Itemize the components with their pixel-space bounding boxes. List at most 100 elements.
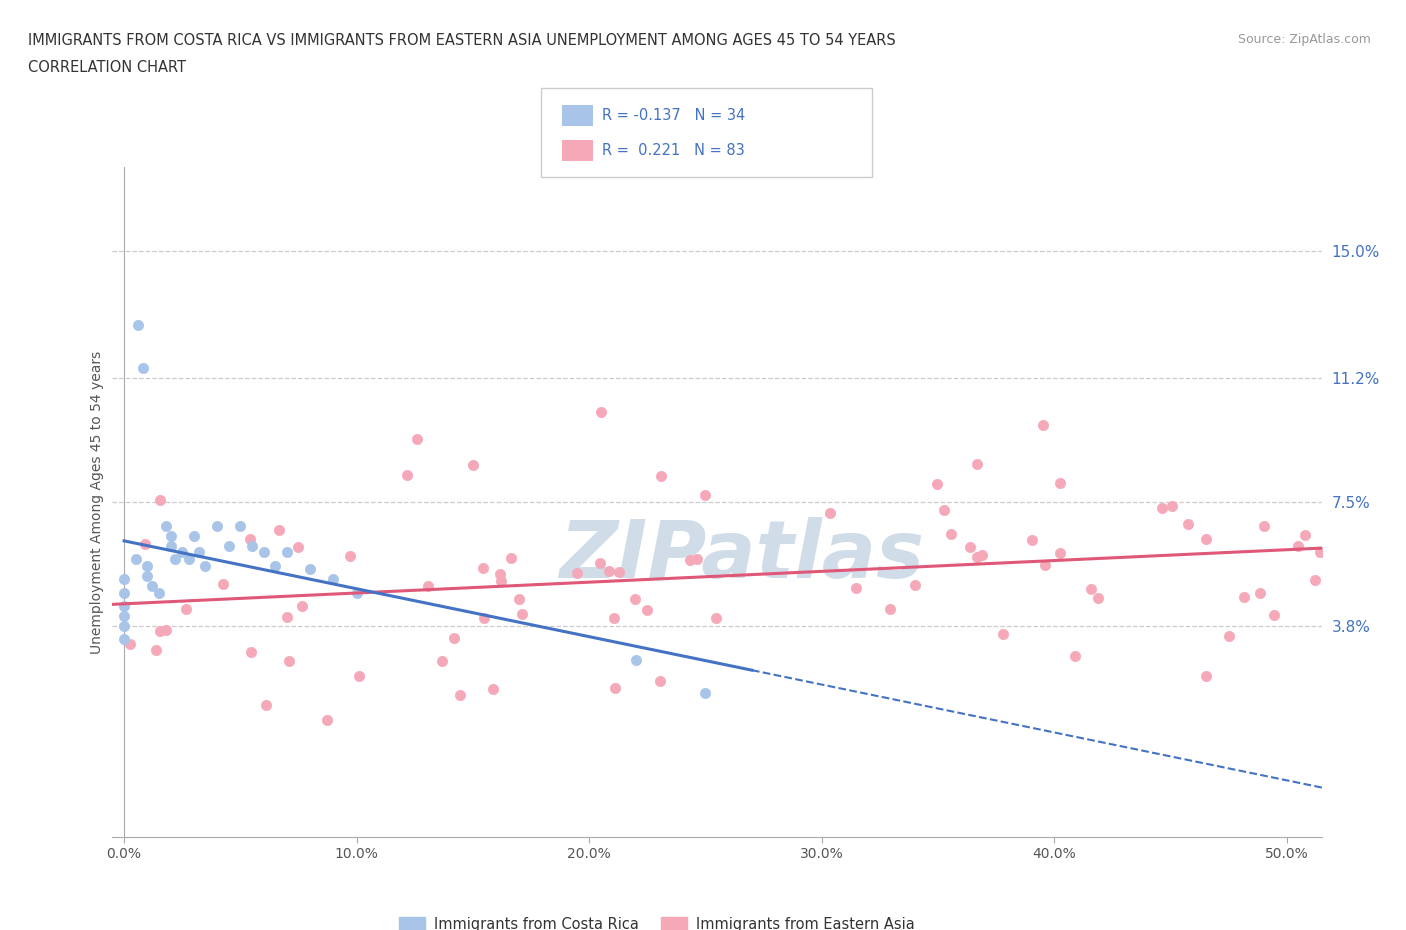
- Point: [136, 568, 159, 583]
- Point: [1294, 527, 1316, 542]
- Point: [291, 599, 314, 614]
- Point: [112, 632, 135, 647]
- Point: [112, 608, 135, 623]
- Point: [650, 469, 672, 484]
- Point: [205, 518, 228, 533]
- Point: [134, 537, 156, 551]
- Point: [339, 548, 361, 563]
- Point: [218, 538, 240, 553]
- Point: [269, 523, 291, 538]
- Point: [598, 564, 620, 578]
- Legend: Immigrants from Costa Rica, Immigrants from Eastern Asia: Immigrants from Costa Rica, Immigrants f…: [394, 911, 920, 930]
- Point: [879, 601, 901, 616]
- Point: [636, 603, 658, 618]
- Point: [567, 565, 589, 580]
- Point: [253, 545, 276, 560]
- Point: [472, 611, 495, 626]
- Point: [1032, 418, 1054, 432]
- Point: [1195, 531, 1218, 546]
- Point: [589, 405, 612, 419]
- Point: [396, 468, 419, 483]
- Point: [172, 545, 194, 560]
- Point: [416, 578, 439, 593]
- Point: [264, 558, 287, 573]
- Point: [276, 545, 298, 560]
- Text: ZIPatlas: ZIPatlas: [558, 517, 924, 595]
- Point: [174, 602, 197, 617]
- Point: [624, 652, 647, 667]
- Point: [508, 591, 530, 606]
- Point: [1249, 585, 1271, 600]
- Point: [1049, 475, 1071, 490]
- Point: [127, 317, 149, 332]
- Point: [818, 506, 841, 521]
- Point: [686, 552, 709, 567]
- Point: [959, 539, 981, 554]
- Point: [159, 528, 181, 543]
- Point: [240, 538, 263, 553]
- Point: [602, 610, 624, 625]
- Point: [481, 681, 503, 696]
- Point: [461, 458, 484, 472]
- Point: [141, 578, 163, 593]
- Point: [489, 567, 512, 582]
- Text: Source: ZipAtlas.com: Source: ZipAtlas.com: [1237, 33, 1371, 46]
- Point: [159, 538, 181, 553]
- Point: [693, 487, 716, 502]
- Point: [211, 577, 233, 591]
- Point: [650, 673, 672, 688]
- Point: [704, 611, 727, 626]
- Point: [1177, 517, 1199, 532]
- Point: [925, 477, 948, 492]
- Point: [679, 552, 702, 567]
- Point: [240, 644, 263, 659]
- Point: [449, 687, 471, 702]
- Point: [276, 609, 298, 624]
- Point: [155, 518, 177, 533]
- Point: [489, 574, 512, 589]
- Point: [904, 578, 927, 592]
- Point: [187, 545, 209, 560]
- Point: [346, 585, 368, 600]
- Point: [472, 561, 495, 576]
- Point: [125, 551, 148, 566]
- Point: [149, 624, 172, 639]
- Point: [136, 558, 159, 573]
- Point: [287, 539, 309, 554]
- Point: [993, 626, 1015, 641]
- Point: [145, 642, 167, 657]
- Point: [1087, 591, 1109, 605]
- Point: [589, 556, 612, 571]
- Point: [1263, 607, 1285, 622]
- Text: IMMIGRANTS FROM COSTA RICA VS IMMIGRANTS FROM EASTERN ASIA UNEMPLOYMENT AMONG AG: IMMIGRANTS FROM COSTA RICA VS IMMIGRANTS…: [28, 33, 896, 47]
- Point: [624, 591, 647, 606]
- Point: [112, 599, 135, 614]
- Point: [510, 606, 533, 621]
- Point: [179, 551, 201, 566]
- Point: [148, 585, 170, 600]
- Point: [165, 551, 187, 566]
- Point: [1253, 518, 1275, 533]
- Point: [1303, 573, 1326, 588]
- Point: [1064, 648, 1087, 663]
- Point: [406, 432, 429, 446]
- Point: [278, 654, 301, 669]
- Point: [1080, 581, 1102, 596]
- Point: [695, 685, 717, 700]
- Point: [238, 531, 260, 546]
- Point: [1286, 538, 1309, 553]
- Point: [112, 618, 135, 633]
- Point: [112, 585, 135, 600]
- Point: [1033, 557, 1056, 572]
- Point: [603, 680, 626, 695]
- Point: [347, 669, 370, 684]
- Point: [322, 572, 344, 587]
- Text: CORRELATION CHART: CORRELATION CHART: [28, 60, 186, 75]
- Point: [845, 580, 868, 595]
- Point: [941, 526, 963, 541]
- Point: [112, 572, 135, 587]
- Point: [254, 698, 277, 712]
- Point: [1218, 629, 1240, 644]
- Point: [194, 558, 217, 573]
- Point: [155, 622, 177, 637]
